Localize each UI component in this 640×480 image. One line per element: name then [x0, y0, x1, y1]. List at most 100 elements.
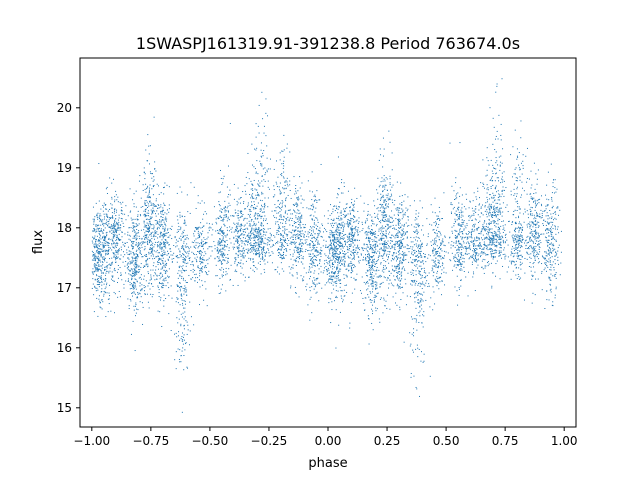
- data-point: [493, 197, 495, 199]
- data-point: [329, 214, 331, 216]
- data-point: [95, 224, 97, 226]
- data-point: [458, 214, 460, 215]
- data-point: [391, 216, 393, 218]
- data-point: [402, 238, 404, 240]
- data-point: [111, 212, 113, 214]
- data-point: [401, 268, 403, 270]
- data-point: [340, 217, 342, 219]
- data-point: [367, 210, 369, 212]
- data-point: [149, 221, 151, 223]
- data-point: [370, 301, 372, 303]
- data-point: [439, 218, 441, 220]
- data-point: [152, 194, 154, 196]
- data-point: [483, 222, 485, 224]
- data-point: [339, 279, 341, 281]
- data-point: [105, 221, 107, 223]
- data-point: [373, 299, 375, 301]
- data-point: [106, 261, 108, 263]
- data-point: [118, 290, 120, 292]
- data-point: [96, 261, 98, 263]
- data-point: [333, 253, 335, 255]
- data-point: [477, 259, 479, 261]
- data-point: [418, 291, 420, 293]
- data-point: [356, 231, 358, 233]
- data-point: [473, 248, 475, 250]
- data-point: [342, 224, 344, 226]
- data-point: [353, 216, 355, 218]
- data-point: [330, 225, 332, 227]
- data-point: [145, 256, 147, 257]
- data-point: [474, 250, 476, 252]
- data-point: [470, 241, 472, 243]
- data-point: [466, 234, 468, 235]
- data-point: [104, 249, 106, 251]
- data-point: [457, 248, 459, 250]
- data-point: [481, 230, 483, 232]
- data-point: [360, 253, 362, 255]
- data-point: [115, 240, 117, 242]
- data-point: [402, 233, 404, 235]
- data-point: [152, 242, 154, 244]
- data-point: [440, 248, 442, 249]
- data-point: [456, 264, 458, 266]
- data-point: [437, 226, 439, 228]
- data-point: [140, 215, 142, 217]
- data-point: [417, 215, 419, 217]
- data-point: [436, 281, 438, 283]
- data-point: [402, 228, 404, 230]
- data-point: [363, 302, 365, 304]
- data-point: [519, 250, 521, 252]
- data-point: [111, 196, 113, 198]
- data-point: [367, 254, 369, 256]
- data-point: [520, 254, 522, 256]
- data-point: [330, 218, 332, 220]
- data-point: [153, 250, 155, 252]
- data-point: [350, 202, 352, 204]
- data-point: [428, 285, 430, 287]
- data-point: [146, 205, 148, 207]
- data-point: [108, 237, 110, 239]
- data-point: [451, 241, 453, 243]
- data-point: [130, 274, 132, 276]
- data-point: [369, 270, 371, 272]
- data-point: [339, 242, 341, 244]
- data-point: [336, 197, 338, 199]
- data-point: [389, 308, 391, 310]
- data-point: [370, 231, 372, 233]
- data-point: [478, 233, 480, 235]
- data-point: [354, 226, 356, 228]
- data-point: [359, 231, 361, 233]
- data-point: [142, 206, 144, 208]
- data-point: [425, 299, 427, 301]
- data-point: [484, 253, 486, 255]
- data-point: [105, 253, 107, 255]
- data-point: [158, 262, 160, 264]
- data-point: [144, 202, 146, 204]
- data-point: [378, 318, 380, 320]
- data-point: [133, 309, 135, 311]
- data-point: [474, 261, 476, 263]
- data-point: [376, 308, 378, 310]
- data-point: [348, 232, 350, 234]
- data-point: [134, 281, 136, 283]
- data-point: [391, 221, 393, 223]
- data-point: [153, 246, 155, 248]
- data-point: [143, 235, 145, 237]
- data-point: [432, 243, 434, 245]
- data-point: [400, 272, 402, 274]
- data-point: [534, 206, 536, 208]
- data-point: [115, 211, 117, 213]
- data-point: [456, 235, 458, 237]
- data-point: [118, 233, 120, 235]
- data-point: [377, 245, 379, 247]
- data-point: [149, 257, 151, 259]
- data-point: [365, 248, 367, 250]
- data-point: [434, 243, 436, 245]
- data-point: [341, 246, 343, 248]
- data-point: [484, 228, 486, 230]
- data-point: [332, 253, 334, 255]
- data-point: [395, 267, 397, 269]
- data-point: [365, 243, 367, 245]
- data-point: [333, 272, 335, 274]
- data-point: [386, 214, 388, 216]
